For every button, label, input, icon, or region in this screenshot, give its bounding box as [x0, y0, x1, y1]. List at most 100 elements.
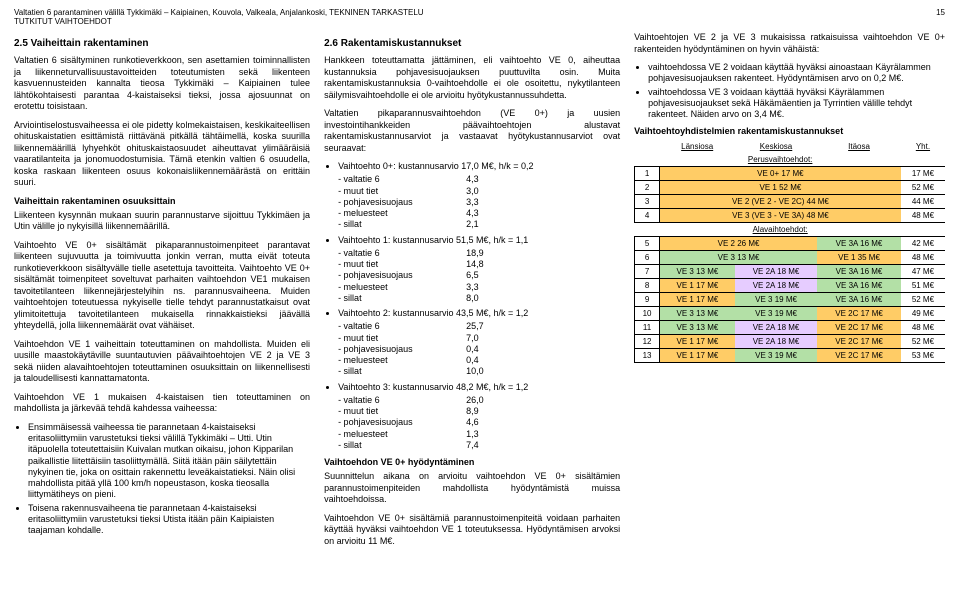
tbl-cell: VE 1 35 M€ [817, 251, 901, 265]
tbl-perus: Perusvaihtoehdot: [748, 155, 813, 164]
cost-value: 14,8 [466, 259, 484, 270]
tbl-total: 42 M€ [901, 237, 945, 251]
tbl-cell: VE 2A 18 M€ [735, 279, 817, 293]
tbl-total: 52 M€ [901, 335, 945, 349]
cost-value: 3,3 [466, 197, 479, 208]
subheading: Vaihtoehtoyhdistelmien rakentamiskustann… [634, 126, 945, 136]
text: Valtatien 6 sisältyminen runkotieverkkoo… [14, 55, 310, 113]
cost-value: 4,6 [466, 417, 479, 428]
cost-label: - muut tiet [338, 186, 466, 197]
cost-label: - valtatie 6 [338, 248, 466, 259]
tbl-row-num: 7 [635, 265, 660, 279]
text: Vaihtoehtojen VE 2 ja VE 3 mukaisissa ra… [634, 32, 945, 55]
cost-value: 0,4 [466, 355, 479, 366]
tbl-cell: VE 2C 17 M€ [817, 349, 901, 363]
tbl-cell: VE 3 13 M€ [659, 321, 734, 335]
tbl-cell: VE 3 13 M€ [659, 265, 734, 279]
tbl-row-num: 10 [635, 307, 660, 321]
tbl-hdr: Yht. [901, 140, 945, 153]
column-1: 2.5 Vaiheittain rakentaminen Valtatien 6… [14, 32, 310, 554]
tbl-total: 49 M€ [901, 307, 945, 321]
cost-label: - meluesteet [338, 282, 466, 293]
header-title: Valtatien 6 parantaminen välillä Tykkimä… [14, 8, 424, 17]
cost-value: 2,1 [466, 219, 479, 230]
tbl-cell: VE 3A 16 M€ [817, 293, 901, 307]
tbl-hdr: Keskiosa [735, 140, 817, 153]
tbl-hdr: Länsiosa [659, 140, 734, 153]
tbl-cell: VE 2A 18 M€ [735, 321, 817, 335]
h-2-5: 2.5 Vaiheittain rakentaminen [14, 38, 310, 49]
tbl-cell: VE 3 19 M€ [735, 293, 817, 307]
tbl-row-num: 1 [635, 167, 660, 181]
cost-label: - valtatie 6 [338, 321, 466, 332]
tbl-row-num: 8 [635, 279, 660, 293]
cost-value: 8,9 [466, 406, 479, 417]
tbl-row-num: 4 [635, 209, 660, 223]
cost-value: 10,0 [466, 366, 484, 377]
tbl-cell: VE 1 17 M€ [659, 335, 734, 349]
cost-value: 7,0 [466, 333, 479, 344]
tbl-cell: VE 3A 16 M€ [817, 279, 901, 293]
cost-block: Vaihtoehto 2: kustannusarvio 43,5 M€, h/… [338, 308, 620, 378]
tbl-cell: VE 1 17 M€ [659, 349, 734, 363]
tbl-cell: VE 2A 18 M€ [735, 265, 817, 279]
cost-label: - meluesteet [338, 429, 466, 440]
cost-table: LänsiosaKeskiosaItäosaYht. Perusvaihtoeh… [634, 140, 945, 363]
tbl-cell: VE 3 19 M€ [735, 349, 817, 363]
column-2: 2.6 Rakentamiskustannukset Hankkeen tote… [324, 32, 620, 554]
tbl-row-num: 11 [635, 321, 660, 335]
tbl-cell: VE 3A 16 M€ [817, 265, 901, 279]
subheading: Vaiheittain rakentaminen osuuksittain [14, 196, 310, 206]
text: Valtatien pikaparannusvaihtoehdon (VE 0+… [324, 108, 620, 154]
header-sub: TUTKITUT VAIHTOEHDOT [14, 17, 112, 26]
tbl-cell: VE 0+ 17 M€ [659, 167, 900, 181]
tbl-total: 53 M€ [901, 349, 945, 363]
cost-label: - muut tiet [338, 406, 466, 417]
tbl-cell: VE 2A 18 M€ [735, 335, 817, 349]
tbl-row-num: 3 [635, 195, 660, 209]
tbl-cell: VE 3 13 M€ [659, 251, 817, 265]
tbl-total: 17 M€ [901, 167, 945, 181]
cost-value: 18,9 [466, 248, 484, 259]
cost-block: Vaihtoehto 0+: kustannusarvio 17,0 M€, h… [338, 161, 620, 231]
text: Vaihtoehdon VE 1 vaiheittain toteuttamin… [14, 339, 310, 385]
cost-value: 3,0 [466, 186, 479, 197]
subheading: Vaihtoehdon VE 0+ hyödyntäminen [324, 457, 620, 467]
cost-block: Vaihtoehto 1: kustannusarvio 51,5 M€, h/… [338, 235, 620, 305]
text: Hankkeen toteuttamatta jättäminen, eli v… [324, 55, 620, 101]
tbl-total: 48 M€ [901, 321, 945, 335]
cost-value: 4,3 [466, 174, 479, 185]
cost-label: - meluesteet [338, 208, 466, 219]
tbl-total: 47 M€ [901, 265, 945, 279]
text: Vaihtoehdon VE 0+ sisältämiä parannustoi… [324, 513, 620, 548]
tbl-hdr [635, 140, 660, 153]
bullet: Toisena rakennusvaiheena tie parannetaan… [28, 503, 310, 537]
bullet: vaihtoehdossa VE 2 voidaan käyttää hyväk… [648, 62, 945, 85]
tbl-row-num: 2 [635, 181, 660, 195]
tbl-total: 48 M€ [901, 251, 945, 265]
cost-value: 0,4 [466, 344, 479, 355]
cost-label: - muut tiet [338, 333, 466, 344]
cost-label: - sillat [338, 219, 466, 230]
tbl-cell: VE 1 52 M€ [659, 181, 900, 195]
bullet: Ensimmäisessä vaiheessa tie parannetaan … [28, 422, 310, 501]
tbl-cell: VE 3 19 M€ [735, 307, 817, 321]
tbl-cell: VE 2 26 M€ [659, 237, 817, 251]
cost-label: - pohjavesisuojaus [338, 344, 466, 355]
cost-value: 6,5 [466, 270, 479, 281]
page-number: 15 [936, 8, 945, 26]
cost-label: - sillat [338, 440, 466, 451]
cost-value: 3,3 [466, 282, 479, 293]
tbl-cell: VE 3 13 M€ [659, 307, 734, 321]
tbl-hdr: Itäosa [817, 140, 901, 153]
cost-value: 1,3 [466, 429, 479, 440]
cost-label: - valtatie 6 [338, 395, 466, 406]
tbl-ala: Alavaihtoehdot: [753, 225, 808, 234]
text: Arviointiselostusvaiheessa ei ole pidett… [14, 120, 310, 189]
column-3: Vaihtoehtojen VE 2 ja VE 3 mukaisissa ra… [634, 32, 945, 554]
tbl-row-num: 13 [635, 349, 660, 363]
tbl-cell: VE 3 (VE 3 - VE 3A) 48 M€ [659, 209, 900, 223]
text: Liikenteen kysynnän mukaan suurin parann… [14, 210, 310, 233]
text: Suunnittelun aikana on arvioitu vaihtoeh… [324, 471, 620, 506]
bullet: vaihtoehdossa VE 3 voidaan käyttää hyväk… [648, 87, 945, 121]
